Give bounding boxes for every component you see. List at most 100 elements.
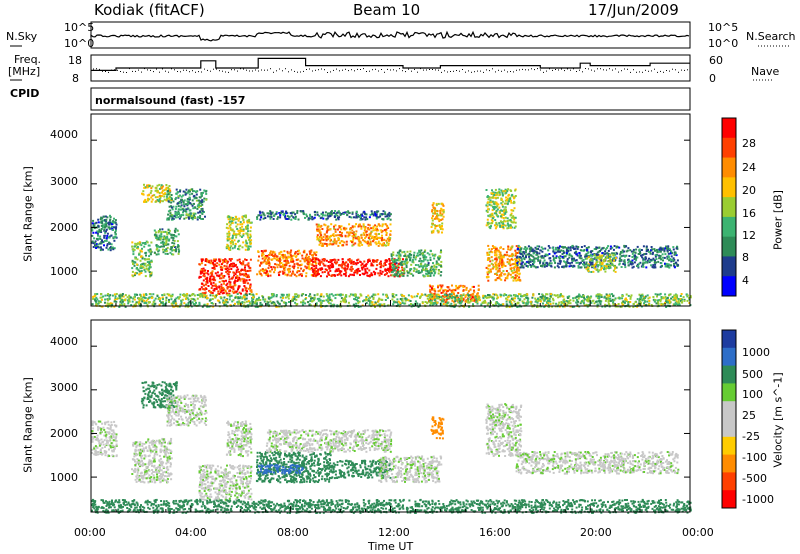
power-cell — [226, 286, 229, 289]
power-cell — [229, 281, 232, 284]
power-cell — [256, 305, 259, 308]
nave-point — [354, 70, 355, 72]
power-cell — [420, 263, 423, 266]
power-cell — [239, 244, 242, 247]
power-cell — [567, 262, 570, 264]
power-cell — [369, 243, 372, 246]
power-cell — [295, 258, 298, 261]
power-cell — [422, 256, 425, 259]
power-cell — [227, 244, 230, 247]
power-cell — [344, 274, 347, 277]
power-cell — [668, 259, 671, 262]
power-cell — [94, 298, 96, 301]
power-cell — [465, 286, 468, 289]
power-cell — [290, 218, 293, 221]
power-cell — [567, 300, 569, 303]
power-cell — [420, 249, 423, 252]
power-cell — [503, 219, 506, 222]
power-cell — [101, 217, 104, 220]
power-cell — [302, 268, 305, 271]
power-cell — [639, 261, 642, 264]
power-cell — [97, 237, 100, 240]
power-cell — [431, 215, 434, 218]
power-cell — [313, 257, 316, 260]
power-cell — [477, 288, 480, 291]
nave-point — [177, 71, 178, 72]
power-cell — [575, 252, 578, 255]
nave-point — [627, 68, 628, 70]
power-cell — [418, 249, 421, 252]
power-cell — [401, 251, 404, 254]
power-cell — [170, 233, 173, 236]
power-cell — [675, 247, 678, 250]
power-cell — [244, 281, 247, 284]
power-cell — [283, 267, 285, 270]
power-cell — [287, 217, 290, 220]
power-cell — [533, 260, 536, 263]
power-cell — [208, 280, 211, 283]
power-cell — [440, 285, 443, 288]
power-cell — [670, 255, 673, 258]
power-cell — [163, 235, 166, 238]
power-cell — [385, 228, 388, 231]
power-cell — [678, 302, 681, 305]
power-cell — [546, 298, 549, 301]
power-cell — [205, 278, 208, 280]
power-cell — [390, 258, 393, 261]
power-cell — [521, 265, 524, 267]
power-cell — [356, 259, 359, 262]
power-cell — [106, 243, 109, 246]
power-cell — [314, 262, 317, 265]
power-cell — [567, 249, 570, 252]
power-cell — [324, 233, 326, 236]
power-cell — [645, 257, 648, 260]
power-cell — [314, 260, 317, 263]
nave-point — [147, 69, 148, 71]
power-cell — [103, 244, 105, 247]
power-cell — [329, 261, 332, 264]
power-cell — [211, 278, 214, 281]
power-cell — [388, 211, 391, 214]
power-cell — [356, 270, 359, 273]
power-cell — [452, 291, 455, 294]
power-cell — [380, 229, 383, 232]
nave-point — [366, 71, 367, 72]
power-cell — [414, 264, 417, 266]
power-cell — [467, 290, 470, 293]
nave-point — [99, 68, 100, 70]
power-cell — [169, 251, 172, 254]
power-cell — [593, 248, 596, 250]
power-cell — [336, 228, 339, 231]
nave-point — [204, 68, 205, 70]
power-cell — [621, 249, 624, 252]
nave-point — [666, 70, 667, 71]
power-cell — [349, 261, 352, 263]
power-cell — [362, 211, 365, 214]
power-cell — [230, 258, 233, 260]
power-cell — [242, 215, 245, 218]
power-cell — [108, 221, 110, 224]
power-cell — [442, 298, 445, 301]
nave-point — [624, 68, 625, 70]
power-cell — [587, 246, 590, 249]
power-cell — [306, 257, 309, 259]
power-cell — [341, 244, 343, 247]
power-cell — [169, 209, 172, 212]
power-cell — [136, 246, 139, 248]
power-cell — [336, 273, 339, 276]
power-cell — [387, 242, 390, 245]
power-cell — [139, 265, 142, 268]
power-cell — [268, 215, 271, 218]
power-cell — [507, 188, 510, 191]
power-cell — [136, 258, 139, 261]
power-cell — [419, 265, 422, 268]
power-cell — [511, 246, 514, 249]
power-cell — [502, 264, 505, 267]
nave-point — [480, 70, 481, 72]
power-cell — [417, 270, 420, 272]
power-cell — [216, 271, 219, 274]
power-cell — [548, 253, 551, 255]
power-cell — [523, 247, 526, 250]
power-cell — [435, 202, 438, 205]
power-cell — [100, 216, 103, 219]
